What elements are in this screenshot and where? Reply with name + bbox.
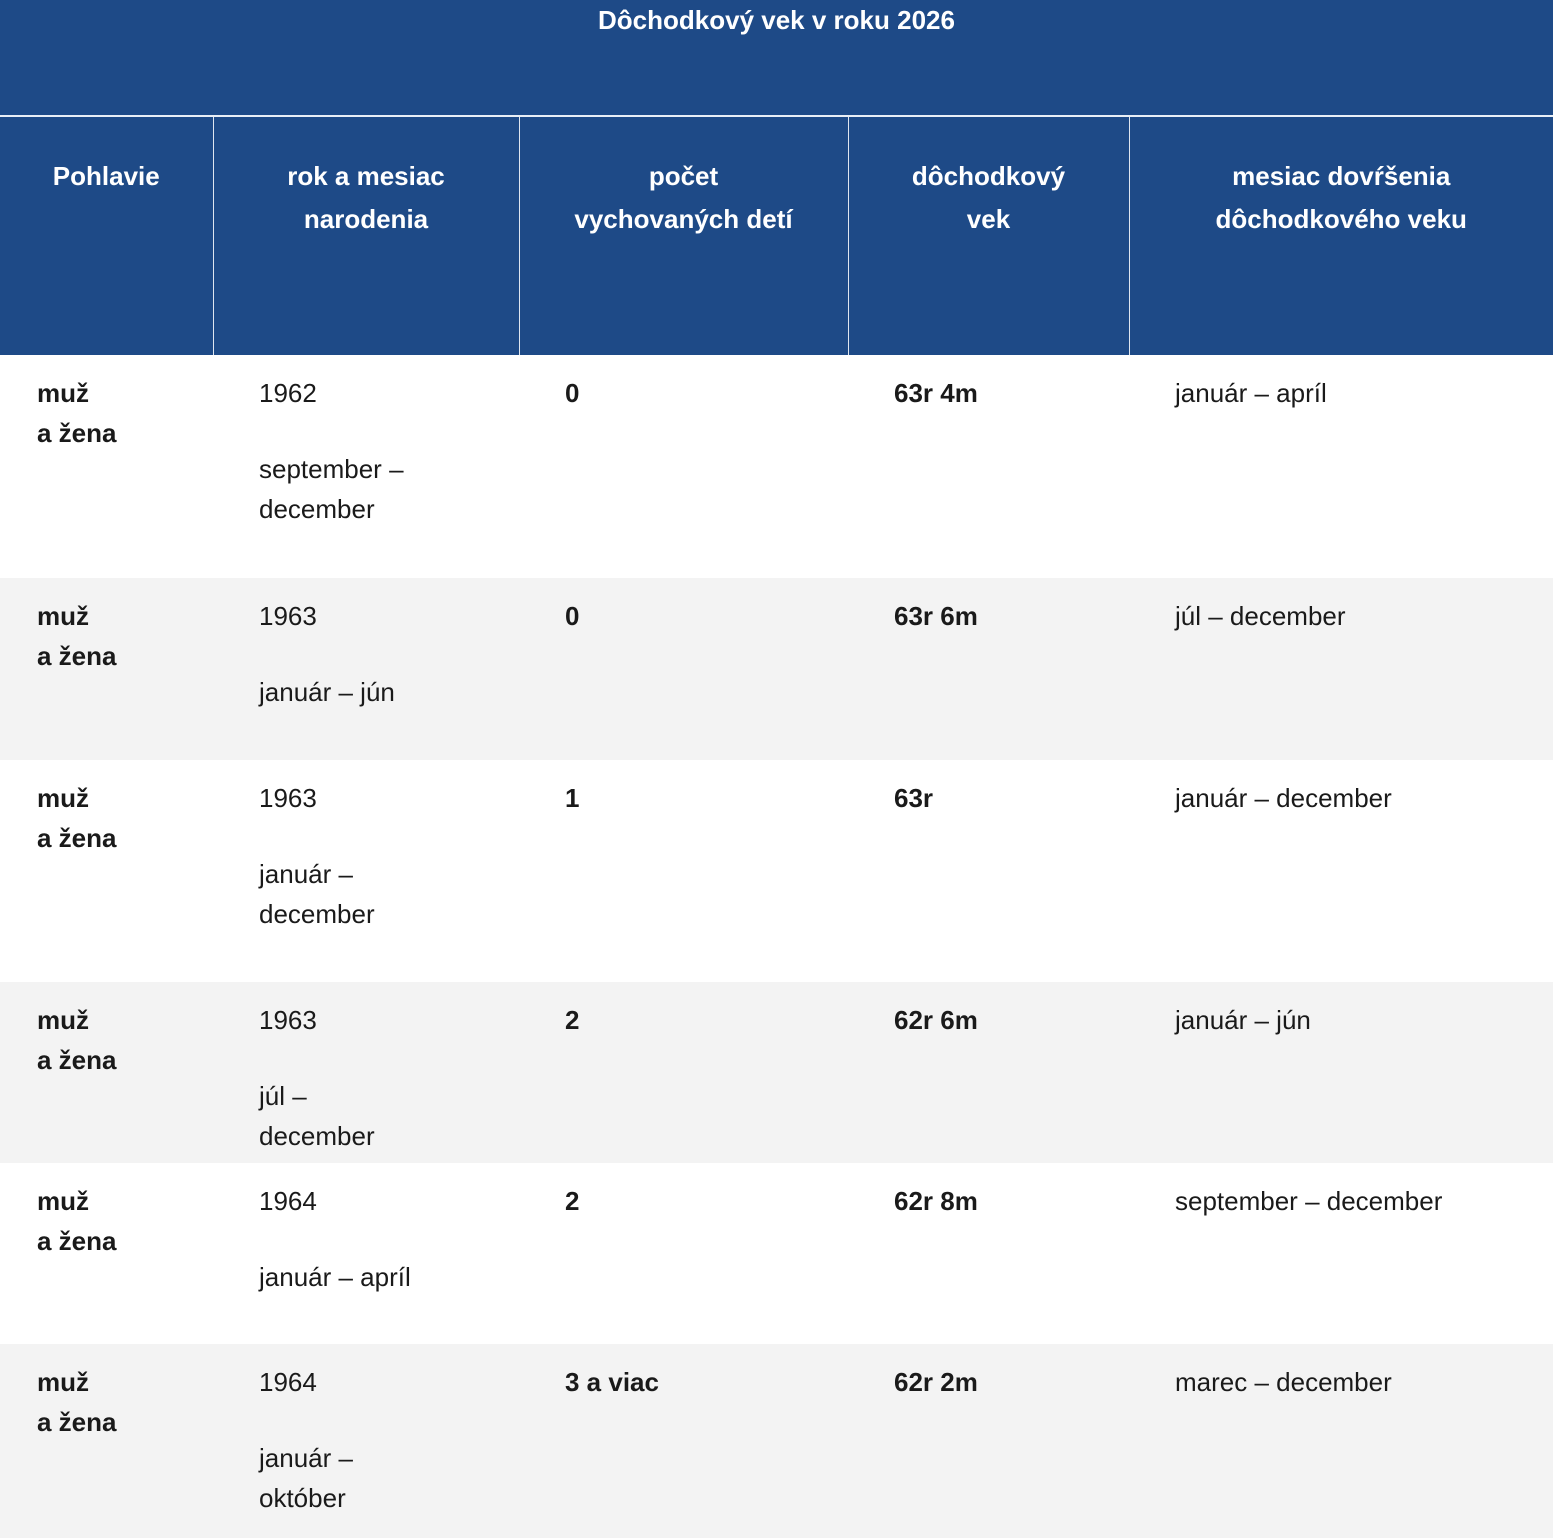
birth-months: január – apríl: [259, 1262, 411, 1292]
gender-cell: muž a žena: [0, 355, 213, 578]
children-cell: 2: [519, 982, 848, 1163]
gender-line: muž: [37, 378, 89, 408]
table-row: muž a žena 1964 január – október 3 a viac 62r…: [0, 1344, 1553, 1538]
children-cell: 3 a viac: [519, 1344, 848, 1538]
birth-year: 1963: [259, 1005, 317, 1035]
gender-cell: muž a žena: [0, 982, 213, 1163]
month-reached-cell: júl – december: [1129, 578, 1553, 760]
table-row: muž a žena 1962 september – december 0 63r 4m…: [0, 355, 1553, 578]
birth-year: 1964: [259, 1367, 317, 1397]
age-cell: 63r: [894, 783, 934, 813]
gender-cell: muž a žena: [0, 760, 213, 982]
birth-year: 1962: [259, 378, 317, 408]
birth-months: júl – december: [259, 1081, 375, 1151]
table-row: muž a žena 1963 január – december 1 63r január…: [0, 760, 1553, 982]
col-header-gender: Pohlavie: [0, 116, 213, 355]
birth-cell: 1964 január – október: [213, 1344, 519, 1538]
birth-cell: 1963 júl – december: [213, 982, 519, 1163]
gender-line: muž: [37, 1005, 89, 1035]
col-header-month: mesiac dovŕšenia dôchodkového veku: [1128, 116, 1553, 355]
birth-cell: 1962 september – december: [213, 355, 519, 578]
col-header-birth: rok a mesiac narodenia: [212, 116, 519, 355]
birth-months: január – december: [259, 859, 375, 929]
birth-cell: 1964 január – apríl: [213, 1163, 519, 1344]
col-header-age: dôchodkový vek: [847, 116, 1129, 355]
table-row: muž a žena 1963 január – jún 0 63r 6m júl – de…: [0, 578, 1553, 760]
gender-line: a žena: [37, 823, 117, 853]
birth-cell: 1963 január – december: [213, 760, 519, 982]
gender-cell: muž a žena: [0, 1344, 213, 1538]
month-reached-cell: január – apríl: [1175, 378, 1327, 408]
header-line: Pohlavie: [52, 161, 160, 191]
age-cell: 62r 2m: [848, 1344, 1129, 1538]
children-cell: 2: [565, 1186, 580, 1216]
header-line: narodenia: [303, 204, 429, 234]
header-line: počet: [648, 161, 719, 191]
age-cell: 63r 4m: [894, 378, 978, 408]
month-reached-cell: január – december: [1175, 783, 1392, 813]
month-reached-cell: marec – december: [1129, 1344, 1553, 1538]
header-row: Pohlavie rok a mesiac narodenia počet vych…: [0, 116, 1553, 355]
birth-months: september – december: [259, 454, 404, 524]
gender-line: muž: [37, 601, 89, 631]
table-row: muž a žena 1963 júl – december 2 62r 6m január…: [0, 982, 1553, 1163]
gender-line: a žena: [37, 1226, 117, 1256]
table-row: muž a žena 1964 január – apríl 2 62r 8m septem…: [0, 1163, 1553, 1344]
birth-cell: 1963 január – jún: [213, 578, 519, 760]
gender-line: muž: [37, 783, 89, 813]
children-cell: 0: [565, 378, 580, 408]
month-reached-cell: september – december: [1175, 1186, 1443, 1216]
gender-cell: muž a žena: [0, 1163, 213, 1344]
age-cell: 62r 8m: [894, 1186, 978, 1216]
gender-line: a žena: [37, 418, 117, 448]
header-line: dôchodkového veku: [1215, 204, 1467, 234]
gender-line: muž: [37, 1186, 89, 1216]
birth-year: 1963: [259, 601, 317, 631]
birth-year: 1964: [259, 1186, 317, 1216]
header-line: mesiac dovŕšenia: [1232, 161, 1451, 191]
gender-line: a žena: [37, 1045, 117, 1075]
gender-cell: muž a žena: [0, 578, 213, 760]
children-cell: 0: [519, 578, 848, 760]
birth-year: 1963: [259, 783, 317, 813]
table-title: Dôchodkový vek v roku 2026: [0, 0, 1553, 117]
gender-line: a žena: [37, 1407, 117, 1437]
age-cell: 63r 6m: [848, 578, 1129, 760]
header-line: rok a mesiac: [287, 161, 445, 191]
gender-line: a žena: [37, 641, 117, 671]
header-line: dôchodkový: [911, 161, 1066, 191]
children-cell: 1: [565, 783, 580, 813]
col-header-children: počet vychovaných detí: [518, 116, 848, 355]
birth-months: január – október: [259, 1443, 353, 1513]
age-cell: 62r 6m: [848, 982, 1129, 1163]
month-reached-cell: január – jún: [1129, 982, 1553, 1163]
gender-line: muž: [37, 1367, 89, 1397]
birth-months: január – jún: [259, 677, 395, 707]
header-line: vek: [966, 204, 1011, 234]
header-line: vychovaných detí: [574, 204, 793, 234]
